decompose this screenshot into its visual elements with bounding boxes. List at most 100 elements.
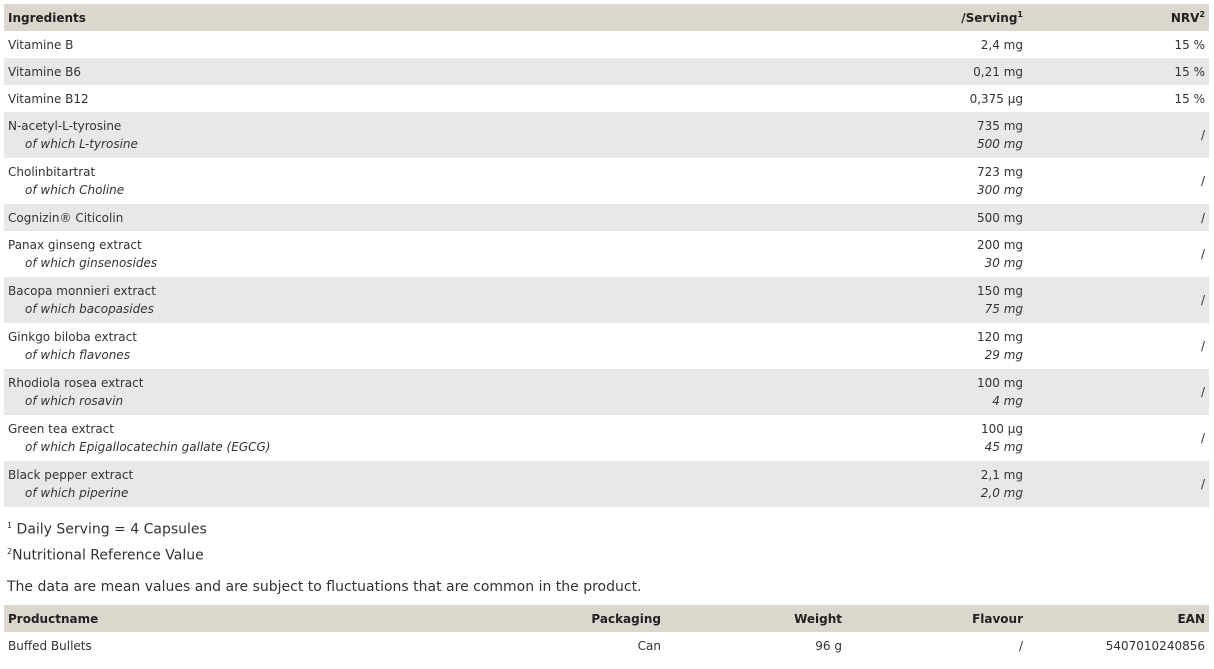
nrv-value: / bbox=[1200, 128, 1205, 142]
table-row: Panax ginseng extract of which ginsenosid… bbox=[4, 231, 1209, 277]
header-weight: Weight bbox=[665, 605, 846, 632]
nrv-value: / bbox=[1200, 247, 1205, 261]
sub-ingredient: of which Choline bbox=[25, 183, 125, 197]
sub-serving-amount: 500 mg bbox=[976, 137, 1023, 151]
sub-ingredient: of which flavones bbox=[25, 348, 130, 362]
ingredient-name: Vitamine B12 bbox=[4, 85, 704, 112]
nrv-value: / bbox=[1200, 293, 1205, 307]
ingredients-table: Ingredients /Serving1 NRV2 Vitamine B 2,… bbox=[4, 4, 1209, 507]
sub-ingredient: of which bacopasides bbox=[25, 302, 154, 316]
serving-value: 0,375 µg bbox=[704, 85, 1027, 112]
table-row: Green tea extract of which Epigallocatech… bbox=[4, 415, 1209, 461]
table-row: Vitamine B6 0,21 mg 15 % bbox=[4, 58, 1209, 85]
ingredient-name: Black pepper extract of which piperine bbox=[4, 461, 704, 507]
ingredient-name: Rhodiola rosea extract of which rosavin bbox=[4, 369, 704, 415]
footnotes: 1 Daily Serving = 4 Capsules 2Nutritiona… bbox=[7, 515, 207, 566]
sub-ingredient: of which Epigallocatechin gallate (EGCG) bbox=[25, 440, 271, 454]
serving-amount: 723 mg bbox=[976, 165, 1023, 179]
table-row: Vitamine B 2,4 mg 15 % bbox=[4, 31, 1209, 58]
ingredient-name: Vitamine B bbox=[4, 31, 704, 58]
sub-serving-amount: 300 mg bbox=[976, 183, 1023, 197]
sub-ingredient: of which piperine bbox=[25, 486, 129, 500]
header-flavour: Flavour bbox=[846, 605, 1027, 632]
table-row: Vitamine B12 0,375 µg 15 % bbox=[4, 85, 1209, 112]
ingredient-name: Ginkgo biloba extract of which flavones bbox=[4, 323, 704, 369]
ingredient-label: Vitamine B6 bbox=[8, 64, 82, 79]
nrv-value: / bbox=[1200, 385, 1205, 399]
header-ingredients: Ingredients bbox=[4, 4, 704, 31]
ingredient-name: Bacopa monnieri extract of which bacopasi… bbox=[4, 277, 704, 323]
serving-amount: 0,375 µg bbox=[969, 91, 1023, 106]
table-row: Cognizin® Citicolin 500 mg / bbox=[4, 204, 1209, 231]
header-serving: /Serving1 bbox=[704, 4, 1027, 31]
nrv-value: / bbox=[1200, 174, 1205, 188]
serving-amount: 2,1 mg bbox=[980, 468, 1023, 482]
ingredient-label: Black pepper extract bbox=[8, 468, 134, 482]
nrv-value: / bbox=[1200, 339, 1205, 353]
product-ean: 5407010240856 bbox=[1105, 638, 1205, 653]
ingredient-label: Cognizin® Citicolin bbox=[8, 210, 124, 225]
header-productname: Productname bbox=[4, 605, 484, 632]
ingredient-name: Vitamine B6 bbox=[4, 58, 704, 85]
product-flavour: / bbox=[1018, 638, 1023, 653]
serving-amount: 100 mg bbox=[976, 376, 1023, 390]
table-row: Rhodiola rosea extract of which rosavin 1… bbox=[4, 369, 1209, 415]
ingredient-name: Panax ginseng extract of which ginsenosid… bbox=[4, 231, 704, 277]
ingredient-label: N-acetyl-L-tyrosine bbox=[8, 119, 122, 133]
serving-amount: 2,4 mg bbox=[980, 37, 1023, 52]
product-packaging: Can bbox=[637, 638, 661, 653]
serving-value: 120 mg 29 mg bbox=[704, 323, 1027, 369]
ingredient-label: Rhodiola rosea extract bbox=[8, 376, 144, 390]
ingredient-name: N-acetyl-L-tyrosine of which L-tyrosine bbox=[4, 112, 704, 158]
sub-serving-amount: 4 mg bbox=[992, 394, 1023, 408]
ingredient-label: Ginkgo biloba extract bbox=[8, 330, 137, 344]
nrv-value: / bbox=[1200, 210, 1205, 225]
product-table: Productname Packaging Weight Flavour EAN… bbox=[4, 605, 1209, 659]
ingredient-label: Vitamine B bbox=[8, 37, 74, 52]
header-nrv: NRV2 bbox=[1027, 4, 1209, 31]
serving-amount: 100 µg bbox=[981, 422, 1023, 436]
sub-serving-amount: 45 mg bbox=[984, 440, 1023, 454]
serving-amount: 0,21 mg bbox=[973, 64, 1023, 79]
nrv-value: / bbox=[1200, 477, 1205, 491]
serving-value: 200 mg 30 mg bbox=[704, 231, 1027, 277]
serving-amount: 735 mg bbox=[976, 119, 1023, 133]
nrv-value: / bbox=[1200, 431, 1205, 445]
serving-value: 2,1 mg 2,0 mg bbox=[704, 461, 1027, 507]
serving-value: 100 µg 45 mg bbox=[704, 415, 1027, 461]
table-row: Bacopa monnieri extract of which bacopasi… bbox=[4, 277, 1209, 323]
ingredient-name: Green tea extract of which Epigallocatech… bbox=[4, 415, 704, 461]
disclaimer: The data are mean values and are subject… bbox=[7, 579, 642, 595]
serving-value: 100 mg 4 mg bbox=[704, 369, 1027, 415]
serving-amount: 150 mg bbox=[976, 284, 1023, 298]
product-weight: 96 g bbox=[815, 638, 842, 653]
serving-value: 2,4 mg bbox=[704, 31, 1027, 58]
serving-value: 500 mg bbox=[704, 204, 1027, 231]
product-name: Buffed Bullets bbox=[8, 638, 92, 653]
footnote: 2Nutritional Reference Value bbox=[7, 546, 204, 564]
nrv-value: 15 % bbox=[1174, 91, 1206, 106]
ingredient-label: Panax ginseng extract bbox=[8, 238, 142, 252]
header-packaging: Packaging bbox=[484, 605, 665, 632]
table-header: Ingredients /Serving1 NRV2 bbox=[4, 4, 1209, 31]
sub-ingredient: of which L-tyrosine bbox=[25, 137, 138, 151]
footnote: 1 Daily Serving = 4 Capsules bbox=[7, 521, 207, 538]
ingredient-label: Vitamine B12 bbox=[8, 91, 89, 106]
table-row: Buffed Bullets Can 96 g / 5407010240856 bbox=[4, 632, 1209, 659]
serving-value: 0,21 mg bbox=[704, 58, 1027, 85]
sub-serving-amount: 30 mg bbox=[984, 256, 1023, 270]
table-row: Ginkgo biloba extract of which flavones 1… bbox=[4, 323, 1209, 369]
ingredient-label: Green tea extract bbox=[8, 422, 114, 436]
table-row: N-acetyl-L-tyrosine of which L-tyrosine 7… bbox=[4, 112, 1209, 158]
ingredient-label: Cholinbitartrat bbox=[8, 165, 96, 179]
ingredient-name: Cholinbitartrat of which Choline bbox=[4, 158, 704, 204]
sub-ingredient: of which rosavin bbox=[25, 394, 124, 408]
serving-amount: 500 mg bbox=[976, 210, 1023, 225]
table-row: Black pepper extract of which piperine 2,… bbox=[4, 461, 1209, 507]
serving-value: 150 mg 75 mg bbox=[704, 277, 1027, 323]
ingredient-label: Bacopa monnieri extract bbox=[8, 284, 156, 298]
serving-amount: 120 mg bbox=[976, 330, 1023, 344]
nrv-value: 15 % bbox=[1174, 37, 1206, 52]
sub-serving-amount: 75 mg bbox=[984, 302, 1023, 316]
serving-amount: 200 mg bbox=[976, 238, 1023, 252]
